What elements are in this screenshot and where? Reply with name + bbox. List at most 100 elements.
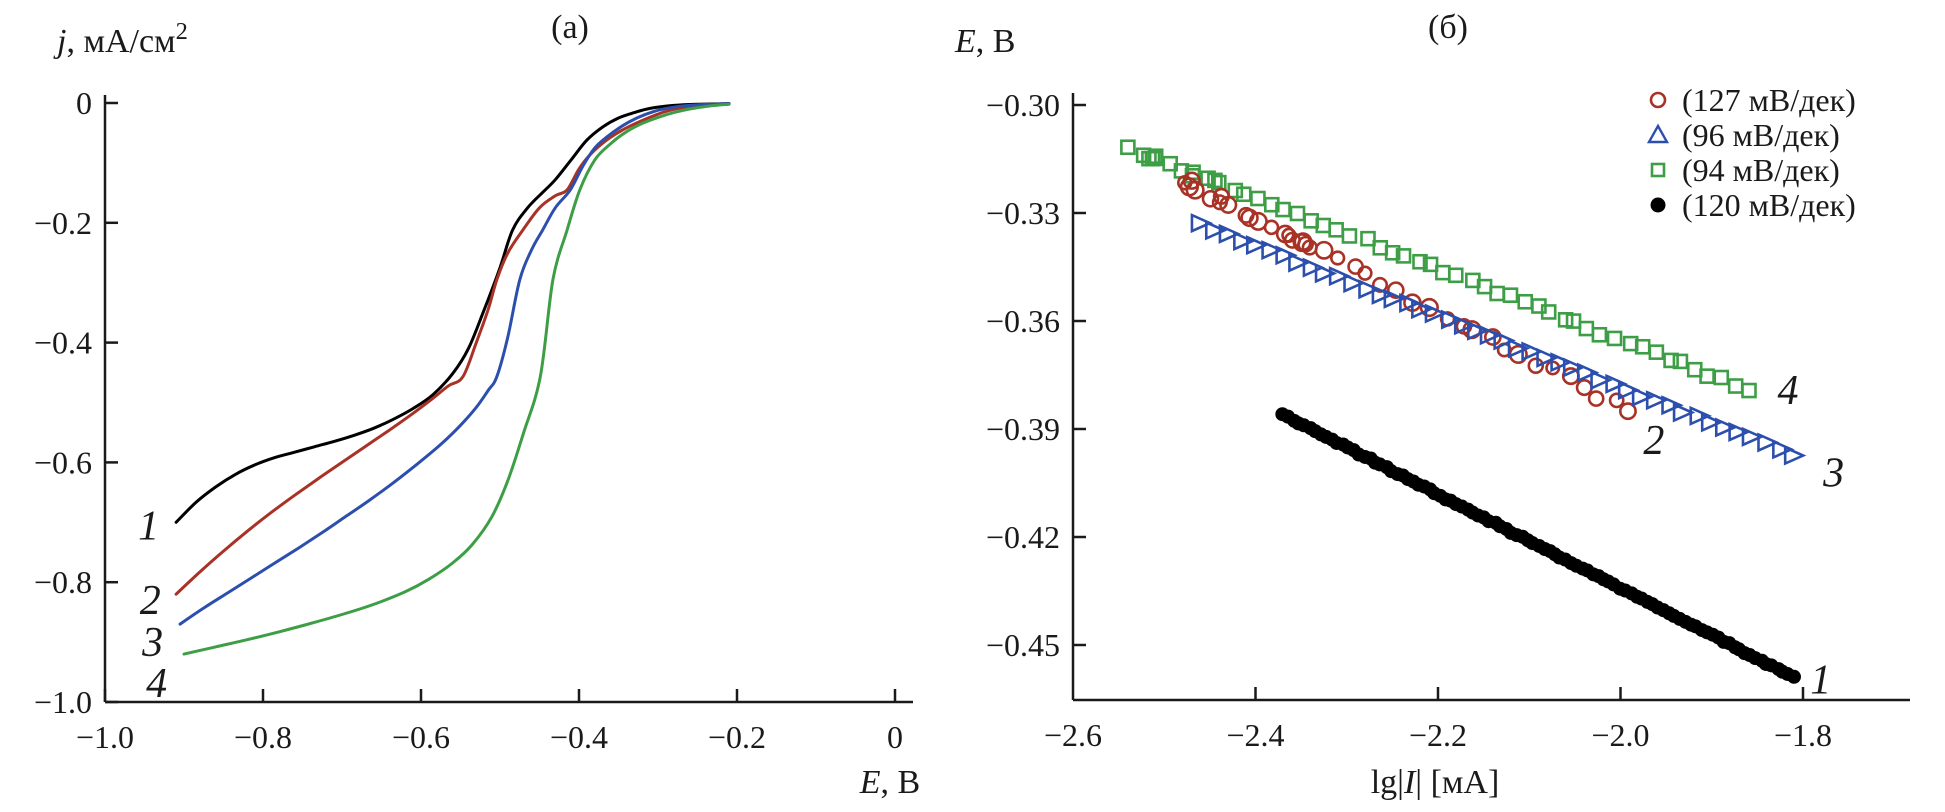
- marker-3: [1453, 315, 1477, 336]
- tafel-series-2: [1176, 171, 1637, 421]
- marker-2: [1575, 379, 1593, 397]
- curve-label-3: 3: [141, 620, 163, 666]
- label-part: E: [954, 23, 976, 60]
- x-tick-label-a: −0.6: [392, 719, 450, 755]
- marker-3: [1661, 395, 1684, 416]
- marker-3: [1466, 320, 1490, 341]
- marker-3: [1562, 357, 1586, 378]
- x-tick-label-a: −0.8: [234, 719, 292, 755]
- marker-3: [1204, 220, 1228, 241]
- marker-3: [1521, 341, 1544, 362]
- label-part: lg|: [1371, 764, 1404, 801]
- legend-marker-circle-icon: [1649, 91, 1667, 109]
- marker-3: [1479, 325, 1503, 346]
- tafel-series-1: [1275, 407, 1801, 684]
- x-tick-label-a: −1.0: [76, 719, 134, 755]
- label-part: E: [859, 764, 881, 801]
- marker-3: [1245, 235, 1269, 256]
- marker-3: [1493, 330, 1516, 351]
- marker-2: [1330, 250, 1346, 266]
- marker-3: [1605, 373, 1628, 394]
- label-part: j: [53, 23, 66, 60]
- panel-a-y-axis-title: j, мА/см2: [53, 18, 188, 60]
- marker-4: [1227, 182, 1244, 199]
- panel-b-y-axis-title: E, В: [954, 23, 1015, 60]
- marker-3: [1275, 245, 1298, 266]
- legend-label: (127 мВ/дек): [1682, 82, 1856, 118]
- marker-2: [1357, 265, 1373, 281]
- marker-4: [1489, 285, 1505, 302]
- panel-b-x-axis-title: lg|I| [мА]: [1371, 764, 1500, 801]
- marker-3: [1261, 240, 1284, 261]
- panel-b: −0.30 −0.33 −0.36 −0.39 −0.42 −0.45 −2.6 −2.4 −2…: [954, 9, 1910, 801]
- marker-4: [1663, 352, 1679, 369]
- curve-label-2: 2: [140, 578, 161, 624]
- y-tick-label-a: −0.2: [34, 205, 92, 241]
- marker-4: [1120, 139, 1136, 156]
- marker-2: [1211, 194, 1228, 211]
- curve-label-4: 4: [146, 661, 167, 707]
- x-tick-label-b: −1.8: [1774, 717, 1832, 753]
- legend-item: (96 мВ/дек): [1646, 117, 1840, 153]
- marker-3: [1190, 213, 1214, 234]
- marker-3: [1399, 293, 1422, 314]
- marker-3: [1383, 288, 1407, 309]
- marker-3: [1440, 309, 1464, 330]
- marker-3: [1233, 231, 1256, 252]
- label-part: 2: [176, 18, 188, 45]
- label-part: , В: [881, 764, 921, 801]
- marker-3: [1536, 347, 1559, 368]
- marker-4: [1540, 304, 1557, 320]
- y-tick-label-a: −0.4: [34, 325, 92, 361]
- marker-4: [1648, 344, 1665, 360]
- x-tick-label-a: 0: [887, 719, 903, 755]
- marker-4: [1713, 369, 1730, 386]
- marker-3: [1617, 380, 1641, 401]
- y-tick-label-b: −0.30: [986, 87, 1060, 123]
- tafel-label-1: 1: [1810, 658, 1831, 704]
- marker-3: [1288, 252, 1311, 273]
- marker-4: [1422, 256, 1439, 273]
- marker-2: [1314, 240, 1334, 260]
- marker-4: [1741, 382, 1757, 399]
- y-tick-label-a: −1.0: [34, 684, 92, 720]
- marker-3: [1741, 426, 1765, 447]
- marker-2: [1386, 281, 1405, 299]
- marker-3: [1728, 421, 1751, 442]
- marker-4: [1341, 228, 1358, 244]
- marker-2: [1219, 195, 1238, 214]
- legend-item: (127 мВ/дек): [1649, 82, 1856, 118]
- legend: (127 мВ/дек)(96 мВ/дек)(94 мВ/дек)(120 м…: [1646, 82, 1856, 223]
- marker-2: [1240, 208, 1259, 228]
- marker-2: [1281, 227, 1297, 243]
- marker-3: [1576, 362, 1600, 383]
- marker-3: [1328, 266, 1352, 287]
- x-tick-label-a: −0.4: [550, 719, 608, 755]
- marker-3: [1672, 402, 1696, 423]
- curve-label-1: 1: [138, 504, 159, 550]
- marker-4: [1147, 148, 1164, 165]
- label-part: I: [1403, 764, 1417, 801]
- marker-4: [1606, 330, 1623, 347]
- legend-marker-triangle-icon: [1646, 123, 1670, 144]
- marker-1: [1786, 669, 1801, 684]
- y-tick-label-b: −0.45: [986, 627, 1060, 663]
- legend-label: (120 мВ/дек): [1682, 187, 1856, 223]
- marker-4: [1250, 190, 1266, 207]
- marker-3: [1590, 370, 1613, 391]
- marker-2: [1347, 258, 1364, 275]
- marker-2: [1608, 392, 1625, 409]
- curve-3: [178, 102, 731, 626]
- label-part: | [мА]: [1415, 764, 1499, 801]
- y-tick-label-a: 0: [76, 85, 92, 121]
- tafel-series-4: [1120, 139, 1757, 399]
- marker-4: [1502, 287, 1519, 303]
- panel-b-title: (б): [1428, 9, 1468, 46]
- marker-4: [1591, 326, 1608, 343]
- marker-4: [1144, 150, 1161, 167]
- marker-2: [1619, 402, 1637, 421]
- tafel-label-2: 2: [1643, 418, 1664, 464]
- marker-4: [1289, 205, 1306, 222]
- y-tick-label-a: −0.6: [34, 444, 92, 480]
